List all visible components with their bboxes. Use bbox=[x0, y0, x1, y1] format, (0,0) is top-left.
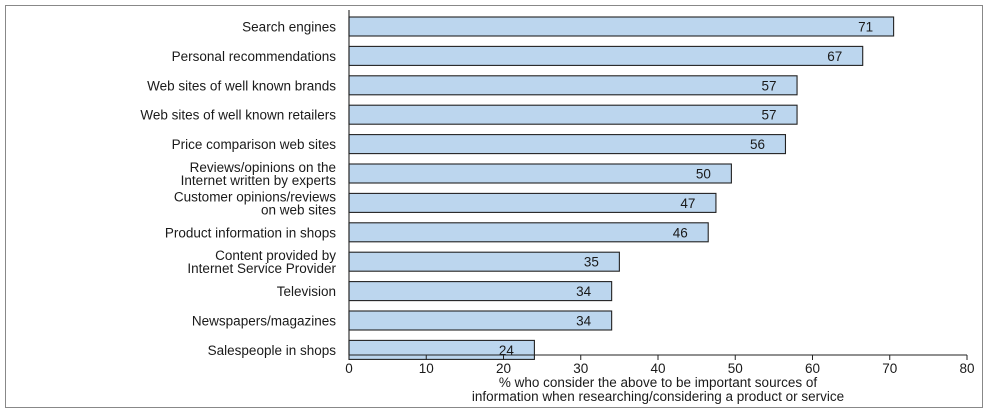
chart-frame bbox=[5, 5, 983, 408]
bar-value-label-9: 34 bbox=[576, 284, 592, 299]
bar-0 bbox=[348, 16, 895, 37]
category-label-9: Television bbox=[277, 284, 336, 299]
x-tick-label-0: 0 bbox=[345, 361, 353, 376]
bar-6 bbox=[348, 192, 717, 213]
category-label-10: Newspapers/magazines bbox=[192, 314, 336, 329]
bar-2 bbox=[348, 75, 798, 96]
category-label-3: Web sites of well known retailers bbox=[140, 108, 336, 123]
bar-1 bbox=[348, 45, 864, 66]
bar-value-label-1: 67 bbox=[827, 49, 842, 64]
bar-value-label-7: 46 bbox=[673, 225, 688, 240]
x-tick-label-8: 80 bbox=[959, 361, 974, 376]
bar-value-label-0: 71 bbox=[858, 20, 873, 35]
bar-value-label-8: 35 bbox=[584, 255, 599, 270]
category-label-1: Personal recommendations bbox=[172, 49, 337, 64]
x-tick-label-6: 60 bbox=[805, 361, 820, 376]
bar-10 bbox=[348, 310, 613, 331]
x-tick-label-1: 10 bbox=[419, 361, 434, 376]
x-tick-label-5: 50 bbox=[728, 361, 743, 376]
bar-5 bbox=[348, 163, 732, 184]
category-label-0: Search engines bbox=[242, 20, 336, 35]
bar-value-label-4: 56 bbox=[750, 137, 765, 152]
bar-7 bbox=[348, 222, 709, 243]
x-tick-label-4: 40 bbox=[650, 361, 665, 376]
bar-value-label-11: 24 bbox=[499, 343, 515, 358]
x-tick-label-2: 20 bbox=[496, 361, 511, 376]
x-axis-title: % who consider the above to be important… bbox=[472, 375, 844, 404]
bar-4 bbox=[348, 134, 787, 155]
x-tick-label-7: 70 bbox=[882, 361, 897, 376]
category-label-7: Product information in shops bbox=[165, 225, 336, 240]
bar-9 bbox=[348, 281, 613, 302]
bar-value-label-2: 57 bbox=[762, 78, 777, 93]
bar-value-label-5: 50 bbox=[696, 167, 711, 182]
bar-8 bbox=[348, 251, 620, 272]
category-label-2: Web sites of well known brands bbox=[147, 78, 336, 93]
bar-value-label-3: 57 bbox=[762, 108, 777, 123]
bar-value-label-10: 34 bbox=[576, 314, 592, 329]
category-label-6: Customer opinions/reviews on web sites bbox=[174, 189, 336, 217]
category-label-11: Salespeople in shops bbox=[208, 343, 337, 358]
bar-3 bbox=[348, 104, 798, 125]
category-label-4: Price comparison web sites bbox=[172, 137, 337, 152]
bar-value-label-6: 47 bbox=[680, 196, 695, 211]
x-tick-label-3: 30 bbox=[573, 361, 588, 376]
category-label-5: Reviews/opinions on the Internet written … bbox=[181, 160, 337, 188]
category-label-8: Content provided by Internet Service Prov… bbox=[187, 248, 336, 276]
